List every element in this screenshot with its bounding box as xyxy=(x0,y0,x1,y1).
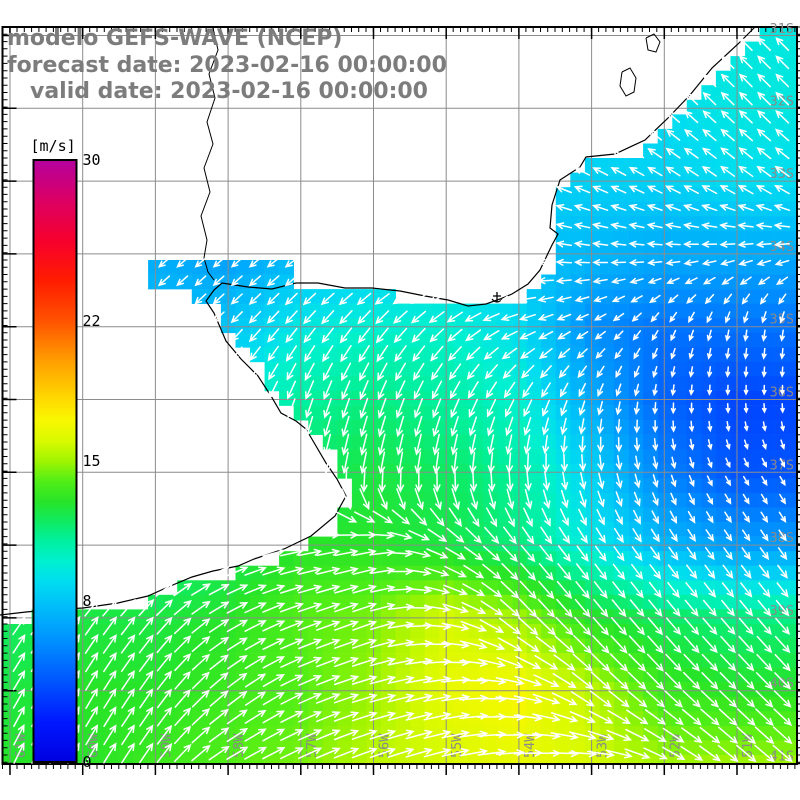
lon-tick-label: 54W xyxy=(522,733,538,758)
wind-vectors-layer xyxy=(12,37,793,764)
speed-cells-layer xyxy=(2,27,797,764)
lat-tick-label: 31S xyxy=(770,21,794,37)
map-frame xyxy=(1,26,800,775)
colorbar-tick-label: 8 xyxy=(83,592,92,610)
model-title: modelo GEFS-WAVE (NCEP) xyxy=(7,26,343,51)
lon-tick-label: 53W xyxy=(595,733,611,758)
lon-tick-label: 58W xyxy=(231,733,247,758)
lat-tick-label: 39S xyxy=(770,603,794,619)
colorbar-tick-label: 22 xyxy=(83,312,101,330)
station-marker-icon xyxy=(491,292,503,303)
colorbar: [m/s] 0 8 15 22 30 xyxy=(31,137,101,771)
colorbar-tick-label: 0 xyxy=(83,753,92,771)
lat-tick-label: 40S xyxy=(770,676,794,692)
colorbar-unit-label: [m/s] xyxy=(31,137,76,155)
lat-tick-label: 32S xyxy=(770,93,794,109)
colorbar-tick-label: 15 xyxy=(83,452,101,470)
lat-tick-label: 37S xyxy=(770,457,794,473)
lon-tick-label: 57W xyxy=(304,733,320,758)
lat-tick-label: 33S xyxy=(770,166,794,182)
valid-date-label: valid date: 2023-02-16 00:00:00 xyxy=(30,79,428,104)
colorbar-tick-label: 30 xyxy=(83,151,101,169)
lon-tick-label: 59W xyxy=(158,733,174,758)
forecast-date-label: forecast date: 2023-02-16 00:00:00 xyxy=(7,53,447,78)
